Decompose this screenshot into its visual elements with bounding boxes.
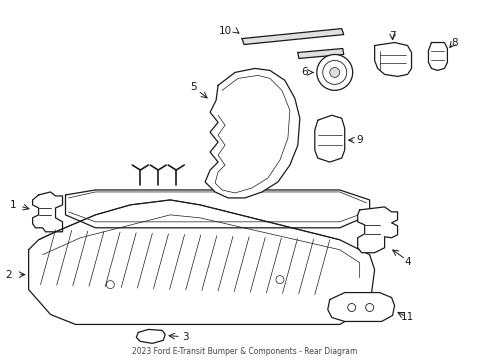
Polygon shape xyxy=(205,68,300,198)
Text: 5: 5 xyxy=(190,82,196,93)
Polygon shape xyxy=(28,200,375,324)
Text: 3: 3 xyxy=(182,332,189,342)
Polygon shape xyxy=(315,115,345,162)
Circle shape xyxy=(330,67,340,77)
Text: 8: 8 xyxy=(451,37,458,48)
Circle shape xyxy=(317,54,353,90)
Polygon shape xyxy=(328,293,394,321)
Text: 4: 4 xyxy=(404,257,411,267)
Polygon shape xyxy=(33,192,63,232)
Text: 2: 2 xyxy=(5,270,12,280)
Polygon shape xyxy=(242,28,343,45)
Polygon shape xyxy=(375,42,412,76)
Text: 7: 7 xyxy=(389,31,396,41)
Text: 10: 10 xyxy=(219,26,232,36)
Text: 1: 1 xyxy=(9,200,16,210)
Polygon shape xyxy=(66,190,369,228)
Text: 9: 9 xyxy=(356,135,363,145)
Text: 6: 6 xyxy=(301,67,308,77)
Text: 11: 11 xyxy=(401,312,414,323)
Polygon shape xyxy=(298,49,343,58)
Text: 2023 Ford E-Transit Bumper & Components - Rear Diagram: 2023 Ford E-Transit Bumper & Components … xyxy=(132,347,358,356)
Polygon shape xyxy=(358,207,397,253)
Polygon shape xyxy=(136,329,165,343)
Polygon shape xyxy=(428,42,447,71)
